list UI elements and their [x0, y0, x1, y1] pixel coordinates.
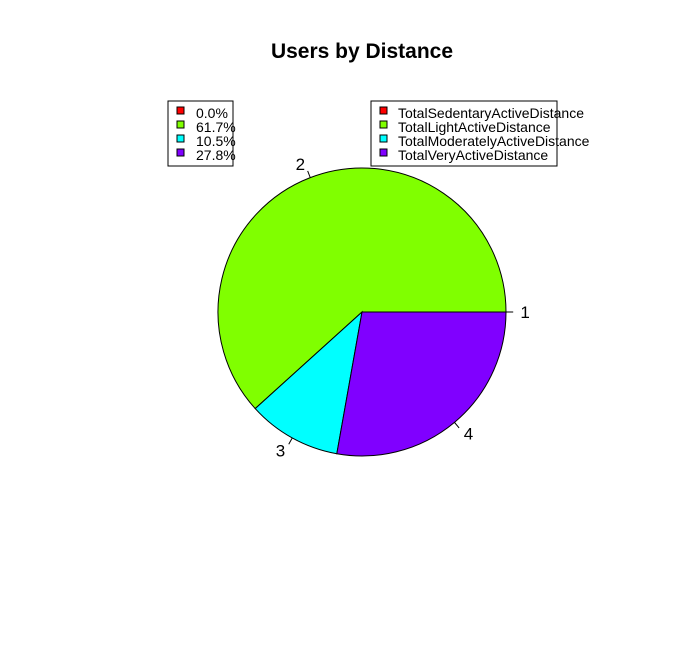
- slice-label-tick-3: [288, 437, 293, 445]
- category-legend-label-3: TotalModeratelyActiveDistance: [398, 133, 590, 149]
- percent-legend-label-3: 10.5%: [196, 133, 236, 149]
- pie-slices: [217, 167, 507, 457]
- pie-slice-labels: 1 2 3 4: [276, 155, 530, 460]
- percent-legend-swatch-2: [176, 120, 185, 129]
- category-legend-label-1: TotalSedentaryActiveDistance: [398, 105, 584, 121]
- category-legend-swatch-4: [379, 148, 388, 157]
- pie-slice-2: [217, 167, 507, 410]
- percent-legend: 0.0% 61.7% 10.5% 27.8%: [167, 100, 236, 167]
- category-legend-swatch-2: [379, 120, 388, 129]
- percent-legend-swatch-1: [176, 106, 185, 115]
- category-legend-label-2: TotalLightActiveDistance: [398, 119, 551, 135]
- category-legend: TotalSedentaryActiveDistance TotalLightA…: [370, 100, 590, 167]
- category-legend-label-4: TotalVeryActiveDistance: [398, 147, 548, 163]
- slice-label-2: 2: [296, 155, 305, 174]
- category-legend-swatch-3: [379, 134, 388, 143]
- percent-legend-label-2: 61.7%: [196, 119, 236, 135]
- category-legend-swatch-1: [379, 106, 388, 115]
- slice-label-4: 4: [464, 424, 473, 443]
- percent-legend-label-1: 0.0%: [196, 105, 228, 121]
- category-legend-box: [370, 100, 558, 167]
- slice-label-1: 1: [520, 303, 529, 322]
- pie-slice-4: [336, 311, 507, 457]
- slice-label-tick-4: [454, 422, 460, 429]
- slice-label-3: 3: [276, 442, 285, 461]
- percent-legend-swatch-3: [176, 134, 185, 143]
- chart-title: Users by Distance: [271, 40, 453, 63]
- percent-legend-swatch-4: [176, 148, 185, 157]
- slice-label-tick-2: [307, 170, 311, 178]
- percent-legend-label-4: 27.8%: [196, 147, 236, 163]
